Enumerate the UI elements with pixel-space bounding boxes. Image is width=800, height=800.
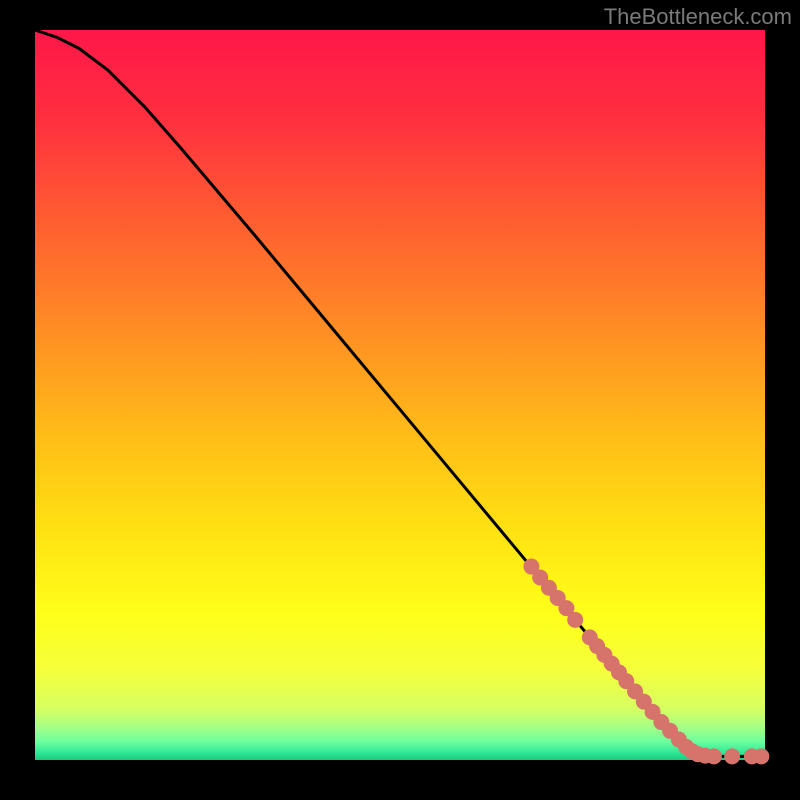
data-marker xyxy=(724,748,740,764)
data-marker xyxy=(753,748,769,764)
data-marker xyxy=(706,748,722,764)
watermark-text: TheBottleneck.com xyxy=(604,4,792,30)
plot-background xyxy=(35,30,765,760)
data-marker xyxy=(567,612,583,628)
chart-svg xyxy=(0,0,800,800)
chart-container: TheBottleneck.com xyxy=(0,0,800,800)
